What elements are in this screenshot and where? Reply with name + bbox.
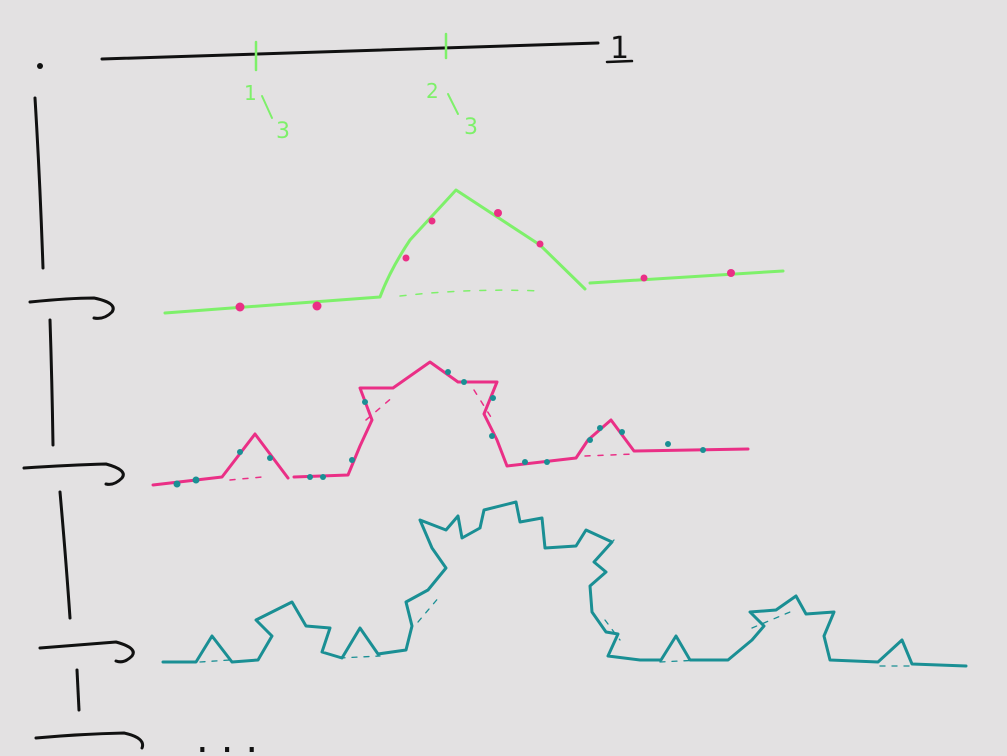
point (489, 433, 495, 439)
point (522, 459, 528, 465)
point (490, 395, 496, 401)
point (700, 447, 706, 453)
fraction-one-third-slash (261, 95, 273, 119)
continuation-ellipsis: ... (196, 716, 270, 752)
fraction-one-third-denominator: 3 (276, 119, 290, 144)
point (619, 429, 625, 435)
point (362, 399, 368, 405)
arrow-hook-1 (28, 296, 115, 320)
point (494, 209, 502, 217)
level-3-curve (161, 500, 968, 668)
point (192, 476, 200, 484)
iteration-arrows (22, 96, 145, 750)
point (267, 455, 273, 461)
arrow-hook-3 (38, 640, 135, 664)
unit-length-label: 1 (610, 31, 629, 66)
unit-length-underline (605, 59, 634, 64)
point (445, 369, 451, 375)
unit-segment-group: 1 1 3 2 3 (37, 31, 634, 144)
point (587, 437, 593, 443)
level-2-points (173, 369, 706, 488)
point (349, 457, 355, 463)
arrow-hook-4 (34, 731, 145, 750)
point (235, 302, 245, 312)
fraction-two-thirds-denominator: 3 (464, 115, 478, 140)
point (307, 474, 313, 480)
level-1-curve (163, 188, 785, 315)
point (428, 217, 436, 225)
level-2-line (151, 360, 750, 487)
fraction-two-thirds-slash (447, 93, 459, 115)
start-dot (37, 63, 43, 69)
level-2-curve (151, 360, 750, 488)
point (536, 240, 544, 248)
fraction-two-thirds-numerator: 2 (426, 79, 439, 103)
point (665, 441, 671, 447)
level-3-line (161, 500, 968, 668)
arrow-line-2 (48, 318, 55, 447)
arrow-hook-2 (22, 462, 125, 486)
continuation-marker: ... (196, 716, 270, 756)
level-3-base-hints (199, 539, 913, 667)
point (320, 474, 326, 480)
point (640, 274, 648, 282)
level-1-base-hint (399, 289, 541, 297)
level-1-points (235, 209, 735, 312)
point (237, 449, 243, 455)
arrow-line-3 (58, 490, 72, 620)
point (461, 379, 467, 385)
point (727, 269, 735, 277)
level-1-line (163, 188, 785, 315)
point (312, 301, 322, 311)
point (402, 254, 410, 262)
fraction-one-third-numerator: 1 (244, 81, 257, 105)
point (173, 480, 181, 488)
arrow-line-4 (75, 668, 81, 712)
unit-segment (100, 41, 600, 61)
point (544, 459, 550, 465)
arrow-line-1 (33, 96, 45, 270)
level-2-base-hints (229, 389, 635, 481)
point (597, 425, 603, 431)
